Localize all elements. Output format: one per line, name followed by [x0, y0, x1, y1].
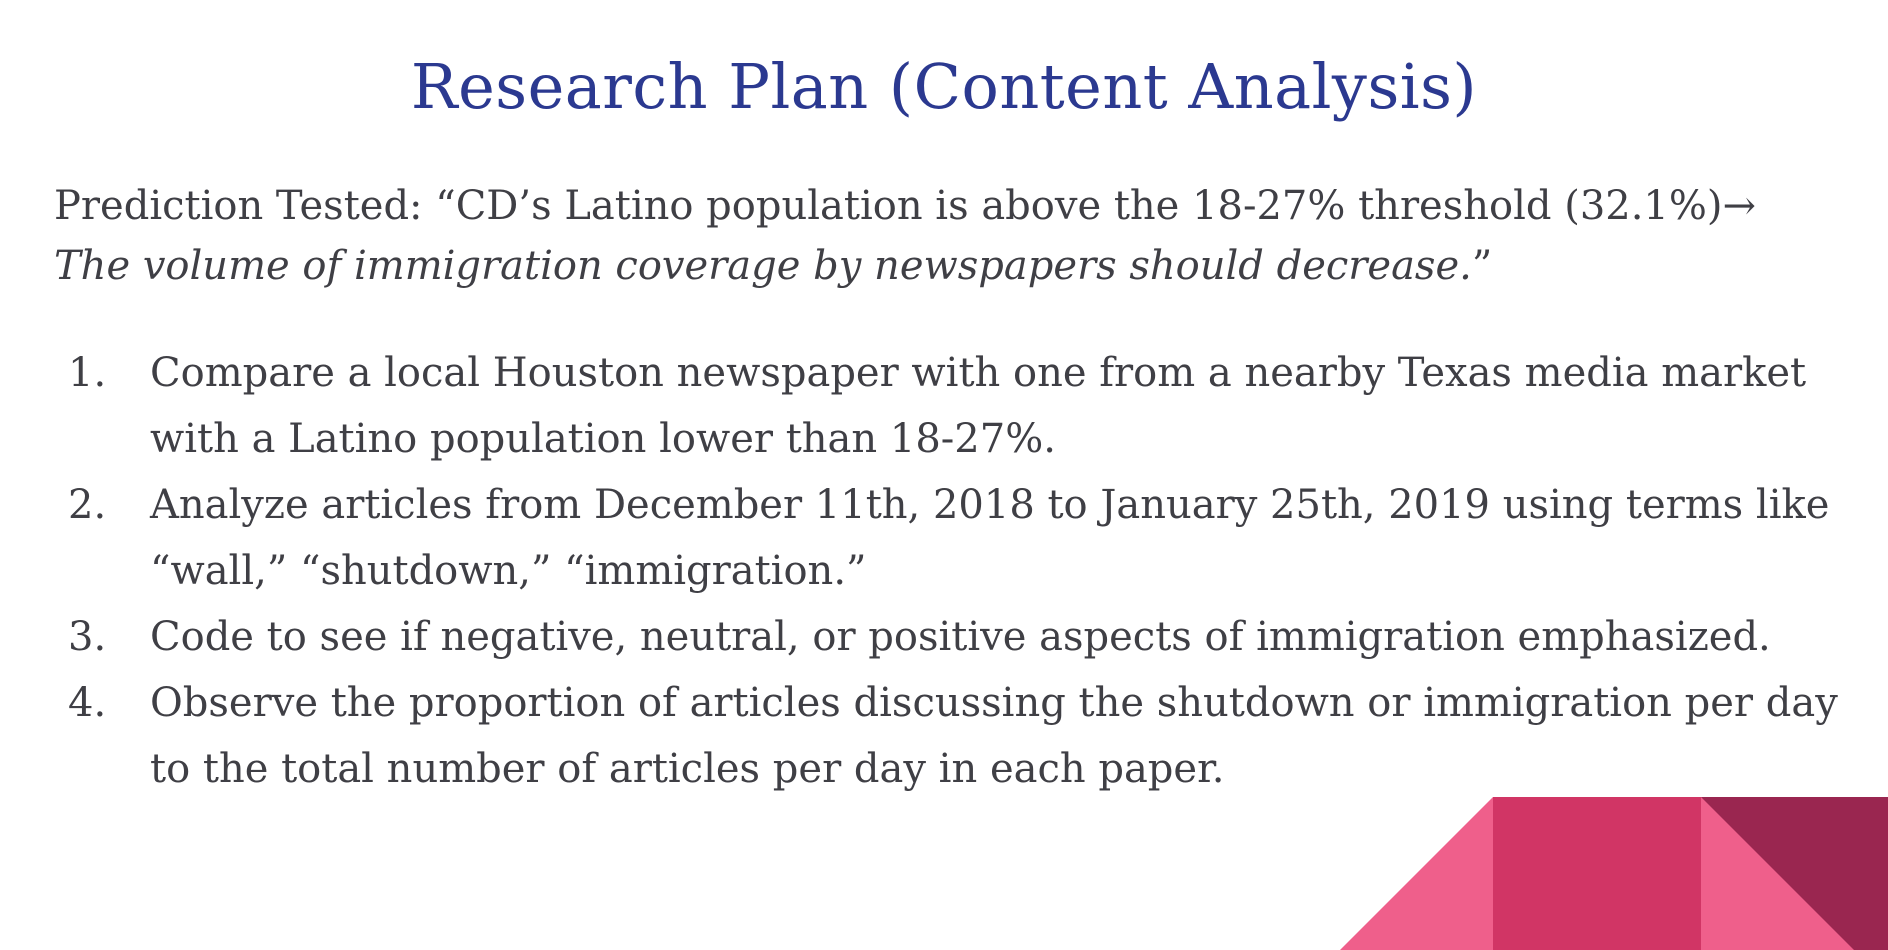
list-item-number: 1. — [68, 350, 107, 396]
deco-magenta-block — [1493, 797, 1701, 950]
list-item-number: 3. — [68, 614, 107, 660]
slide-title: Research Plan (Content Analysis) — [410, 50, 1478, 123]
prediction-paragraph: Prediction Tested: “CD’s Latino populati… — [54, 176, 1844, 296]
list-item: 1. Compare a local Houston newspaper wit… — [54, 340, 1844, 472]
deco-dark-wine-triangle — [1701, 797, 1888, 950]
prediction-italic: The volume of immigration coverage by ne… — [54, 243, 1472, 289]
research-steps-list: 1. Compare a local Houston newspaper wit… — [54, 340, 1844, 802]
list-item-text: Observe the proportion of articles discu… — [150, 680, 1838, 792]
deco-light-pink-triangle — [1340, 797, 1493, 950]
prediction-close: ” — [1471, 243, 1493, 289]
list-item: 3. Code to see if negative, neutral, or … — [54, 604, 1844, 670]
prediction-lead: Prediction Tested: “CD’s Latino populati… — [54, 183, 1757, 229]
list-item: 2. Analyze articles from December 11th, … — [54, 472, 1844, 604]
list-item-text: Compare a local Houston newspaper with o… — [150, 350, 1807, 462]
list-item-number: 2. — [68, 482, 107, 528]
corner-decoration — [1340, 797, 1888, 950]
list-item-number: 4. — [68, 680, 107, 726]
list-item-text: Analyze articles from December 11th, 201… — [150, 482, 1830, 594]
list-item-text: Code to see if negative, neutral, or pos… — [150, 614, 1771, 660]
list-item: 4. Observe the proportion of articles di… — [54, 670, 1844, 802]
